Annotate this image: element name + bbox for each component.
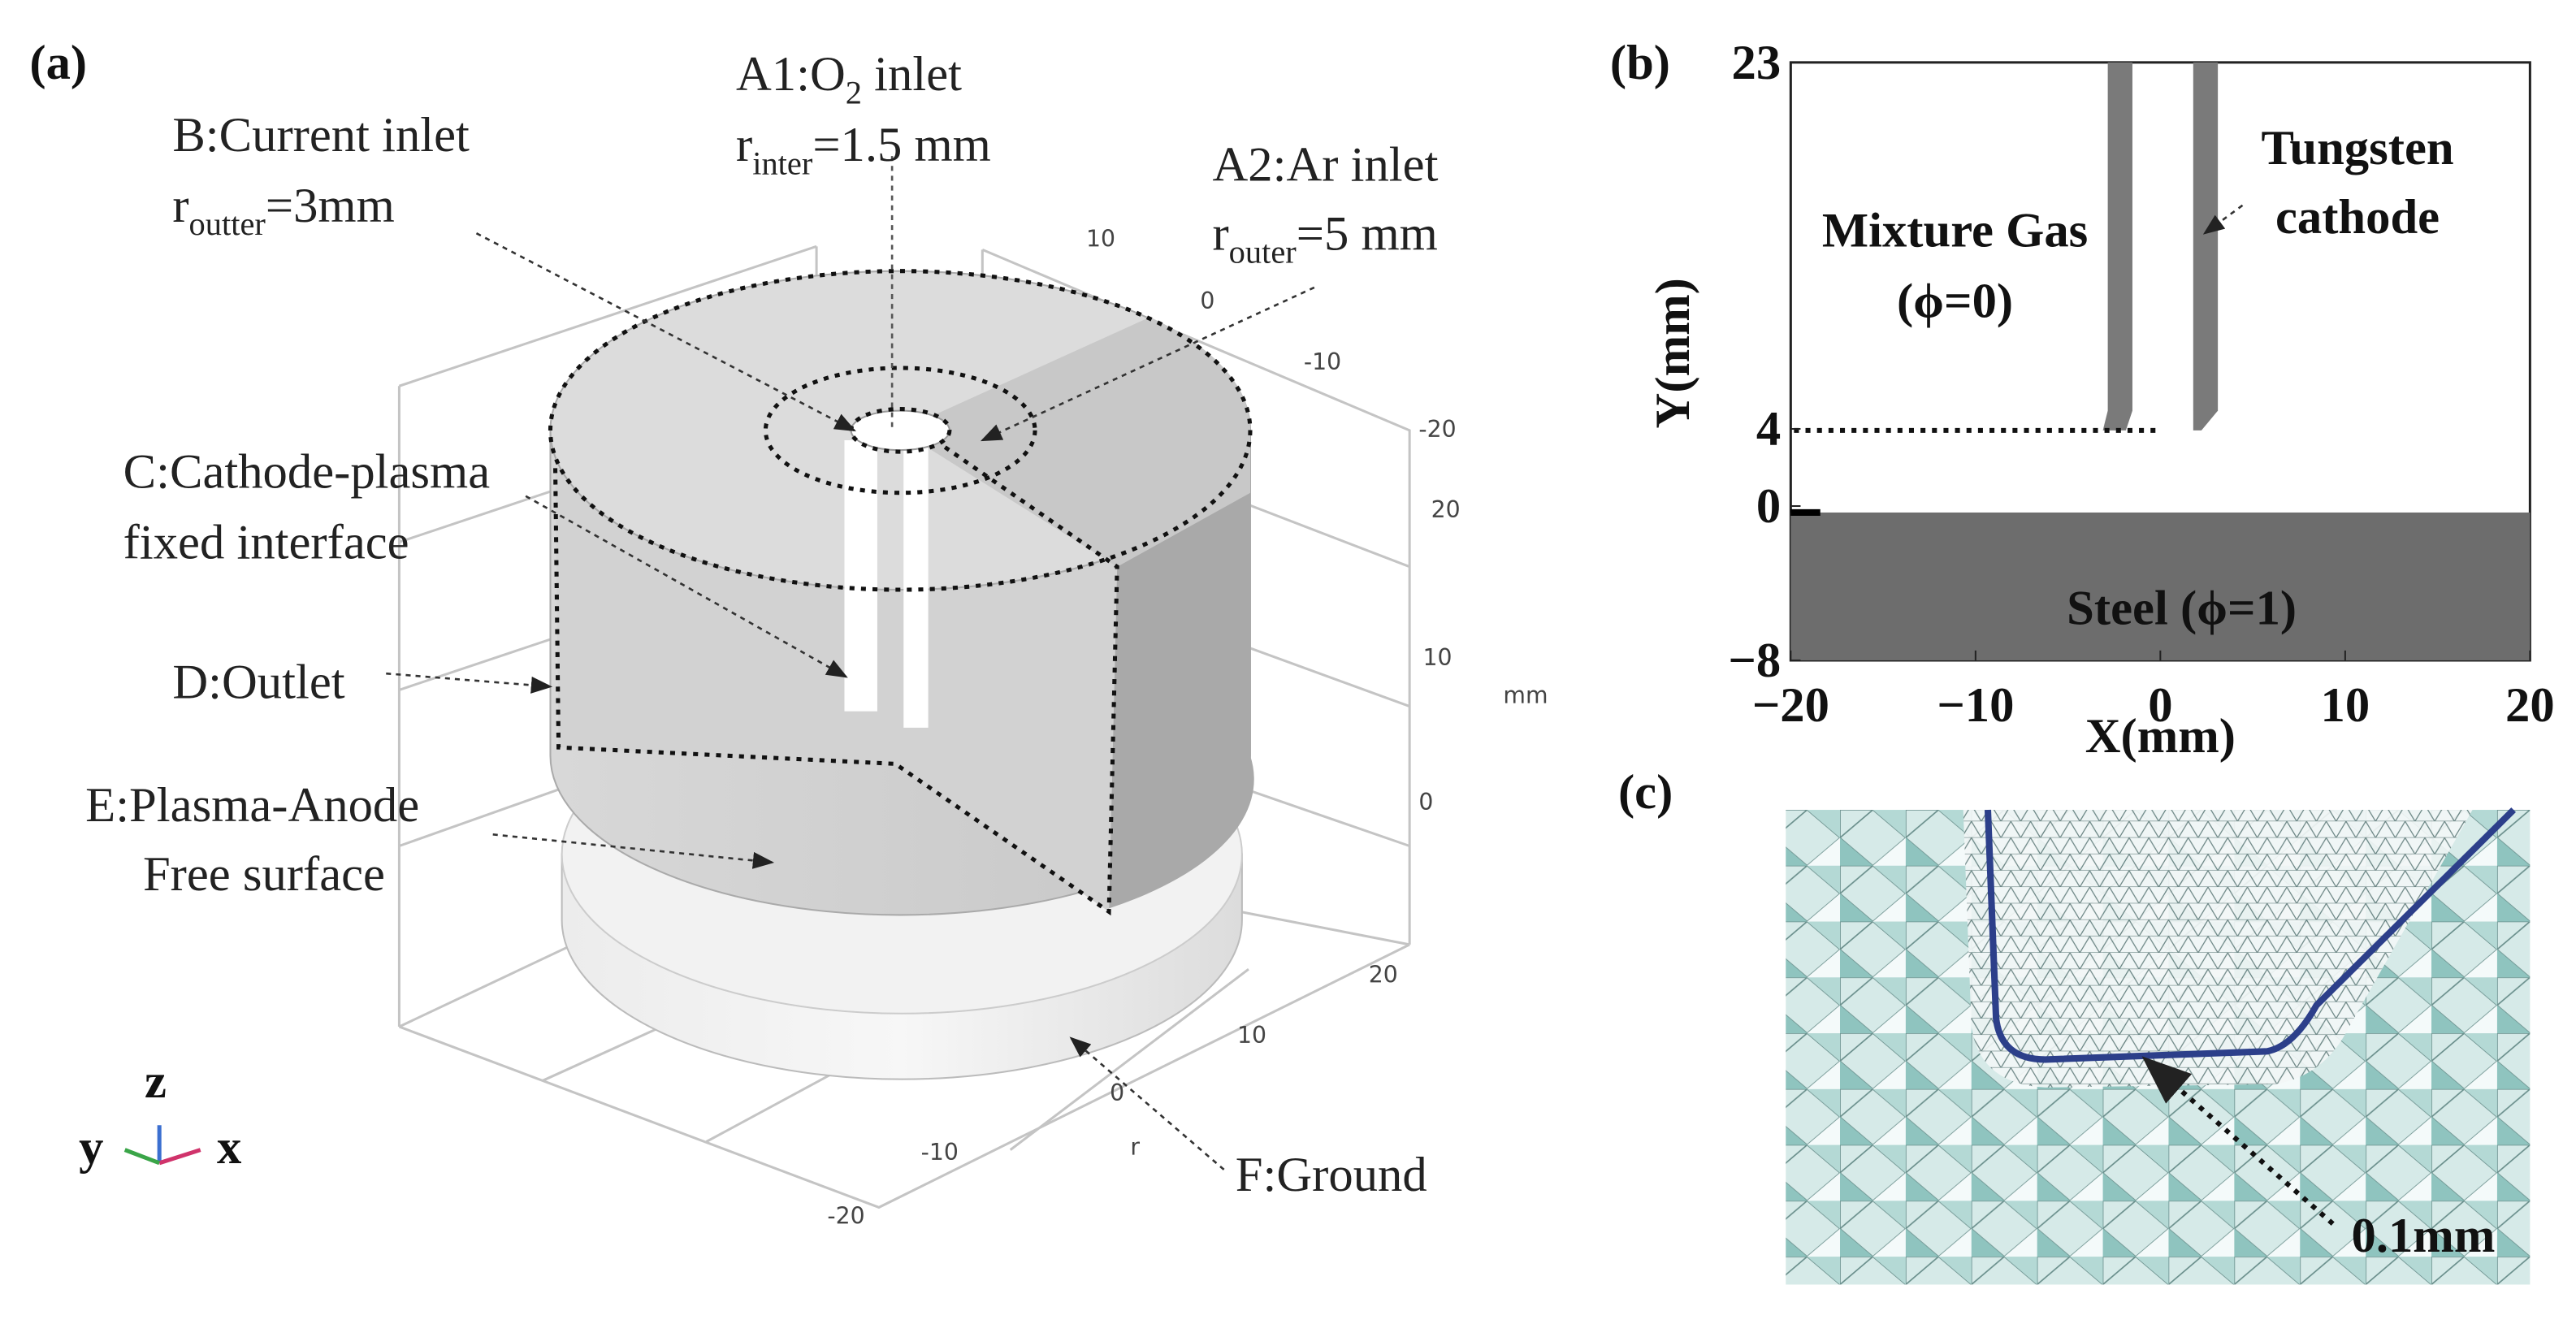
tick-label: 10 <box>1237 1022 1266 1049</box>
tick-label: 20 <box>1431 496 1461 523</box>
axis-label: x <box>217 1120 241 1175</box>
annotation: Mixture Gas <box>1822 203 2088 257</box>
subscript: outter <box>189 206 266 242</box>
annotation: A1:O2 inlet <box>736 47 962 110</box>
axis-label: r <box>1130 1134 1140 1161</box>
annotation: D:Outlet <box>172 655 344 709</box>
cathode <box>2193 62 2219 431</box>
axis-tick-labels: 10 0 -10 -20 20 10 0 20 10 0 -10 -20 mm r <box>827 225 1548 1229</box>
text: =1.5 mm <box>812 118 991 172</box>
panel-a: (a) A1:O2 inlet rinter=1.5 mm B:Curr <box>29 36 1548 1230</box>
x-axis-label: X(mm) <box>2085 709 2236 764</box>
annotation: rinter=1.5 mm <box>736 118 991 181</box>
tick-label: 0 <box>1110 1080 1124 1106</box>
boundary <box>763 366 1037 495</box>
y-axis-label: Y(mm) <box>1646 278 1700 428</box>
annotation: cathode <box>2275 190 2440 244</box>
annotation: 0.1mm <box>2351 1209 2495 1263</box>
text: A1:O <box>736 47 846 102</box>
leader <box>386 672 553 694</box>
subscript: 2 <box>846 74 862 110</box>
text: inlet <box>862 47 962 102</box>
annotation: Tungsten <box>2261 121 2453 175</box>
tick-label: -20 <box>827 1203 864 1230</box>
annotation: F:Ground <box>1236 1148 1427 1202</box>
leader <box>492 833 775 869</box>
subscript: outer <box>1229 234 1297 270</box>
text: =5 mm <box>1297 206 1438 261</box>
subscript: inter <box>752 145 813 181</box>
x-tick-label: 0 <box>2148 678 2172 733</box>
y-tick-label: 23 <box>1732 36 1782 90</box>
tick-label: -10 <box>1304 348 1341 375</box>
annotation: A2:Ar inlet <box>1212 137 1438 192</box>
leader <box>2141 1056 2335 1226</box>
cut-face <box>1109 492 1254 909</box>
tick-label: 0 <box>1418 789 1433 816</box>
cathode-slot <box>903 439 929 728</box>
text: r <box>1212 206 1228 261</box>
annotation: C:Cathode-plasma <box>123 445 491 500</box>
tick-label: -20 <box>1418 416 1456 443</box>
annotation: B:Current inlet <box>172 108 470 162</box>
x-tick-label: 10 <box>2321 678 2370 733</box>
annotation: Free surface <box>143 847 385 902</box>
tick-label: 10 <box>1086 225 1115 252</box>
y-tick-label: 4 <box>1756 402 1781 456</box>
leader <box>1069 1036 1225 1170</box>
text: =3mm <box>266 179 395 233</box>
panel-label: (b) <box>1610 36 1670 90</box>
axis-label: z <box>145 1054 167 1109</box>
refined-mesh <box>1963 810 2473 1088</box>
cathode <box>2102 62 2132 431</box>
axis-triad: z y x <box>79 1054 241 1175</box>
tick-label: 10 <box>1423 644 1453 671</box>
tick-label: 20 <box>1369 961 1398 988</box>
axis-unit: mm <box>1503 682 1548 709</box>
leader <box>2202 204 2244 235</box>
boundary <box>553 441 1119 916</box>
panel-label: (a) <box>29 36 87 90</box>
cathode-slot <box>844 439 877 712</box>
text: r <box>172 179 188 233</box>
steel-region <box>1790 512 2531 660</box>
top-cut <box>900 317 1251 567</box>
leader <box>525 495 848 678</box>
annotation: router=5 mm <box>1212 206 1437 270</box>
x-tick-label: −20 <box>1752 678 1829 733</box>
panel-c: (c) 0.1mm <box>1618 765 2531 1285</box>
x-tick-label: 20 <box>2505 678 2555 733</box>
y-tick-label: 0 <box>1756 479 1781 534</box>
boundary <box>548 269 1253 592</box>
cathode-boundary <box>1984 807 2516 1063</box>
leader <box>980 286 1315 442</box>
annotation: E:Plasma-Anode <box>85 778 419 833</box>
leader <box>475 232 856 432</box>
x-tick-label: −10 <box>1937 678 2014 733</box>
y-tick-label: −8 <box>1728 634 1781 688</box>
annotation: routter=3mm <box>172 179 394 242</box>
annotation: Steel (ϕ=1) <box>2067 581 2297 635</box>
axis-label: y <box>79 1120 103 1175</box>
panel-b: (b) Mixture Gas (ϕ=0) Tungsten cathode S… <box>1610 36 2555 764</box>
tick-label: 0 <box>1200 288 1214 314</box>
panel-label: (c) <box>1618 765 1673 820</box>
annotation: (ϕ=0) <box>1897 274 2013 328</box>
tick-label: -10 <box>921 1139 959 1166</box>
annotation: fixed interface <box>123 516 409 570</box>
text: r <box>736 118 752 172</box>
